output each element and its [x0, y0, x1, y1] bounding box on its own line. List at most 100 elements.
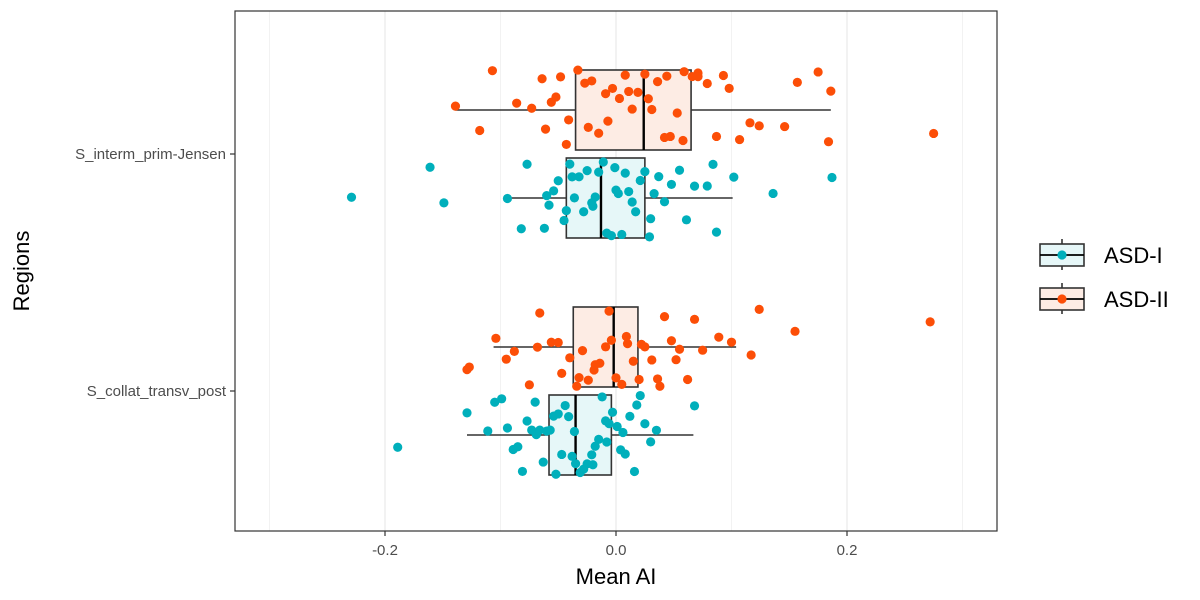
data-point	[640, 419, 650, 429]
data-point	[513, 442, 523, 452]
data-point	[564, 412, 574, 422]
data-point	[561, 139, 571, 150]
data-point	[475, 125, 485, 136]
y-tick-label: S_collat_transv_post	[87, 383, 227, 400]
data-point	[627, 104, 637, 114]
data-point	[597, 392, 607, 402]
data-point	[611, 185, 621, 195]
data-point	[640, 69, 650, 79]
data-point	[604, 306, 614, 316]
data-point	[635, 390, 645, 401]
data-point	[689, 314, 700, 324]
data-point	[607, 407, 618, 417]
data-point	[553, 337, 563, 348]
data-point	[718, 70, 729, 81]
data-point	[540, 124, 551, 134]
data-point	[634, 374, 644, 385]
data-point	[462, 364, 472, 375]
data-point	[516, 224, 526, 234]
data-point	[624, 186, 634, 197]
data-point	[647, 104, 657, 115]
data-point	[567, 172, 577, 182]
data-point	[674, 165, 685, 175]
data-point	[647, 355, 657, 365]
data-point	[617, 379, 627, 389]
data-point	[559, 215, 569, 226]
data-point	[557, 449, 567, 460]
data-point	[567, 451, 577, 461]
data-point	[607, 83, 618, 94]
data-point	[702, 78, 712, 89]
data-point	[652, 374, 663, 384]
data-point	[524, 380, 534, 390]
legend: ASD-I ASD-II	[1039, 239, 1169, 314]
data-point	[652, 77, 663, 87]
data-point	[746, 350, 756, 360]
data-point	[491, 333, 501, 343]
data-point	[627, 197, 637, 207]
data-point	[654, 172, 664, 182]
data-point	[662, 71, 672, 81]
data-point	[572, 381, 582, 391]
data-point	[573, 65, 583, 75]
data-point	[532, 342, 543, 352]
data-point	[754, 121, 764, 131]
data-point	[745, 118, 755, 128]
data-point	[659, 132, 670, 143]
data-point	[702, 181, 712, 191]
data-point	[729, 172, 739, 182]
data-point	[649, 189, 659, 199]
data-point	[659, 312, 670, 322]
data-point	[612, 421, 622, 432]
data-point	[620, 449, 630, 459]
legend-item-asd-i: ASD-I	[1039, 239, 1163, 270]
data-point	[535, 425, 545, 435]
data-point	[588, 460, 598, 470]
data-point	[512, 98, 522, 108]
x-tick-label: -0.2	[372, 542, 398, 559]
x-tick-label: 0.2	[837, 542, 858, 559]
data-point	[594, 434, 604, 444]
data-point	[823, 137, 834, 147]
data-point	[553, 409, 563, 419]
data-point	[651, 425, 662, 435]
data-point	[629, 466, 640, 477]
y-axis-title: Regions	[9, 231, 34, 312]
data-point	[582, 166, 592, 176]
data-point	[537, 74, 547, 84]
data-point	[813, 67, 823, 77]
data-point	[502, 193, 513, 204]
data-point	[611, 373, 621, 383]
data-point	[604, 418, 614, 429]
data-point	[542, 191, 552, 201]
data-point	[646, 214, 656, 224]
data-point	[827, 172, 837, 183]
data-point	[628, 356, 638, 366]
data-point	[560, 400, 570, 411]
data-point	[535, 308, 545, 318]
data-point	[631, 207, 641, 217]
data-point	[539, 223, 549, 233]
data-point	[565, 353, 575, 363]
data-point	[393, 442, 403, 452]
data-point	[546, 337, 556, 347]
data-point	[569, 193, 580, 203]
data-point	[588, 201, 598, 211]
data-point	[790, 326, 800, 336]
data-point	[530, 397, 540, 407]
data-point	[561, 205, 571, 216]
data-point	[564, 115, 574, 125]
data-point	[490, 397, 500, 407]
legend-label: ASD-I	[1104, 243, 1163, 268]
data-point	[659, 197, 670, 207]
data-point	[579, 207, 589, 217]
data-point	[826, 86, 836, 96]
data-point	[620, 168, 630, 178]
data-point	[689, 181, 700, 191]
data-point	[545, 425, 555, 435]
data-point	[633, 87, 643, 97]
data-point	[666, 336, 677, 346]
data-point	[527, 103, 537, 113]
data-point	[501, 354, 511, 364]
data-point	[574, 372, 584, 383]
